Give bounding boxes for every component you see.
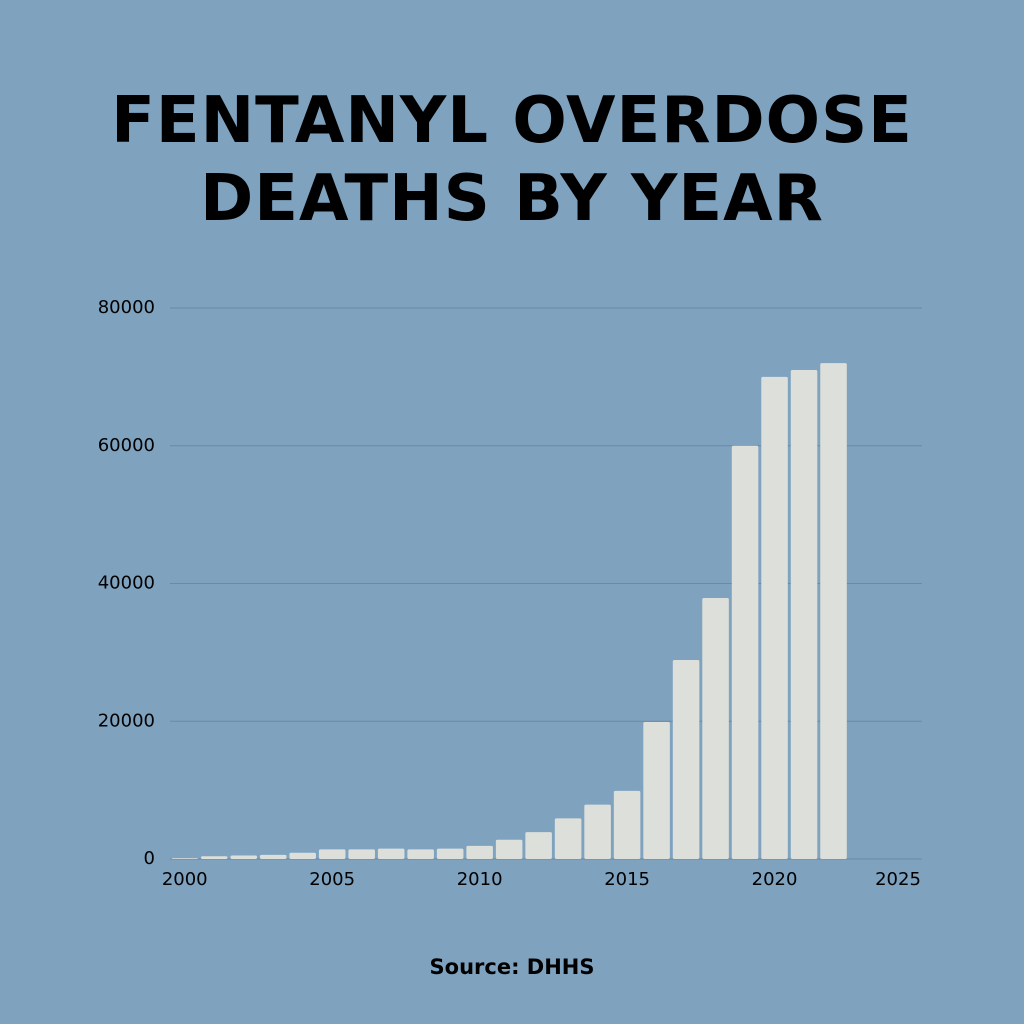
bar (643, 721, 670, 859)
bar (495, 839, 523, 859)
chart-title: FENTANYL OVERDOSE DEATHS BY YEAR (111, 84, 913, 236)
bar (171, 858, 199, 859)
y-tick-label: 40000 (98, 573, 155, 594)
x-tick-label: 2025 (875, 869, 921, 890)
bar (672, 659, 700, 859)
bar (200, 856, 228, 859)
bar (820, 363, 847, 859)
x-tick-label: 2020 (752, 869, 798, 890)
bar (377, 848, 405, 859)
bar (348, 849, 375, 859)
bar (407, 849, 434, 859)
x-tick-label: 2005 (309, 869, 355, 890)
y-tick-label: 0 (144, 848, 155, 869)
bar (259, 854, 287, 859)
source: Source: DHHS (430, 955, 595, 979)
bar (466, 845, 493, 859)
bar (731, 445, 759, 859)
y-tick-label: 60000 (98, 435, 155, 456)
bar (761, 376, 788, 859)
bar (790, 369, 818, 859)
bar (436, 848, 464, 859)
bar (318, 849, 346, 859)
x-tick-label: 2000 (162, 869, 208, 890)
bar (554, 818, 582, 859)
x-tick-label: 2015 (604, 869, 650, 890)
bar (702, 597, 729, 859)
bar (230, 855, 257, 859)
y-tick-label: 80000 (98, 297, 155, 318)
bar (289, 852, 316, 859)
bar (525, 832, 552, 859)
bar (584, 804, 611, 859)
y-tick-label: 20000 (98, 710, 155, 731)
bar (613, 790, 641, 859)
x-tick-label: 2010 (457, 869, 503, 890)
